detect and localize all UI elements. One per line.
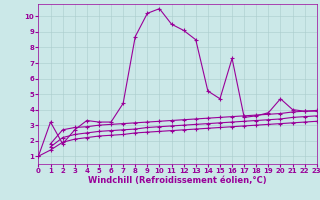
X-axis label: Windchill (Refroidissement éolien,°C): Windchill (Refroidissement éolien,°C) — [88, 176, 267, 185]
